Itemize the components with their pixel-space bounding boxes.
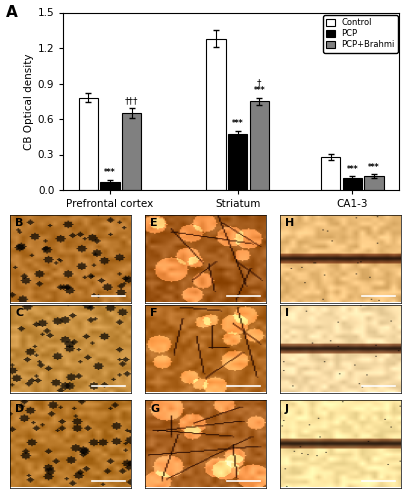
Text: D: D xyxy=(15,404,24,413)
Bar xyxy=(207,38,226,190)
Text: ***: *** xyxy=(104,168,116,177)
Text: F: F xyxy=(150,308,157,318)
Bar xyxy=(364,176,384,190)
Text: ***: *** xyxy=(368,162,380,172)
Text: J: J xyxy=(285,404,289,413)
Text: ***: *** xyxy=(232,120,243,128)
Text: †††: ††† xyxy=(125,96,138,106)
Text: G: G xyxy=(150,404,159,413)
Bar xyxy=(122,113,141,190)
Text: I: I xyxy=(285,308,289,318)
Y-axis label: CB Optical density: CB Optical density xyxy=(24,53,34,150)
Text: B: B xyxy=(15,218,23,228)
Text: C: C xyxy=(15,308,23,318)
Bar xyxy=(228,134,247,190)
Legend: Control, PCP, PCP+Brahmi: Control, PCP, PCP+Brahmi xyxy=(323,15,398,52)
Text: A: A xyxy=(7,6,18,20)
Text: ***: *** xyxy=(254,86,265,96)
Bar xyxy=(79,98,98,190)
Text: E: E xyxy=(150,218,157,228)
Bar xyxy=(343,178,362,190)
Text: ***: *** xyxy=(346,165,358,174)
Bar xyxy=(321,157,340,190)
Bar xyxy=(100,182,119,190)
Text: †: † xyxy=(257,78,261,87)
Text: H: H xyxy=(285,218,294,228)
Bar xyxy=(249,101,269,190)
